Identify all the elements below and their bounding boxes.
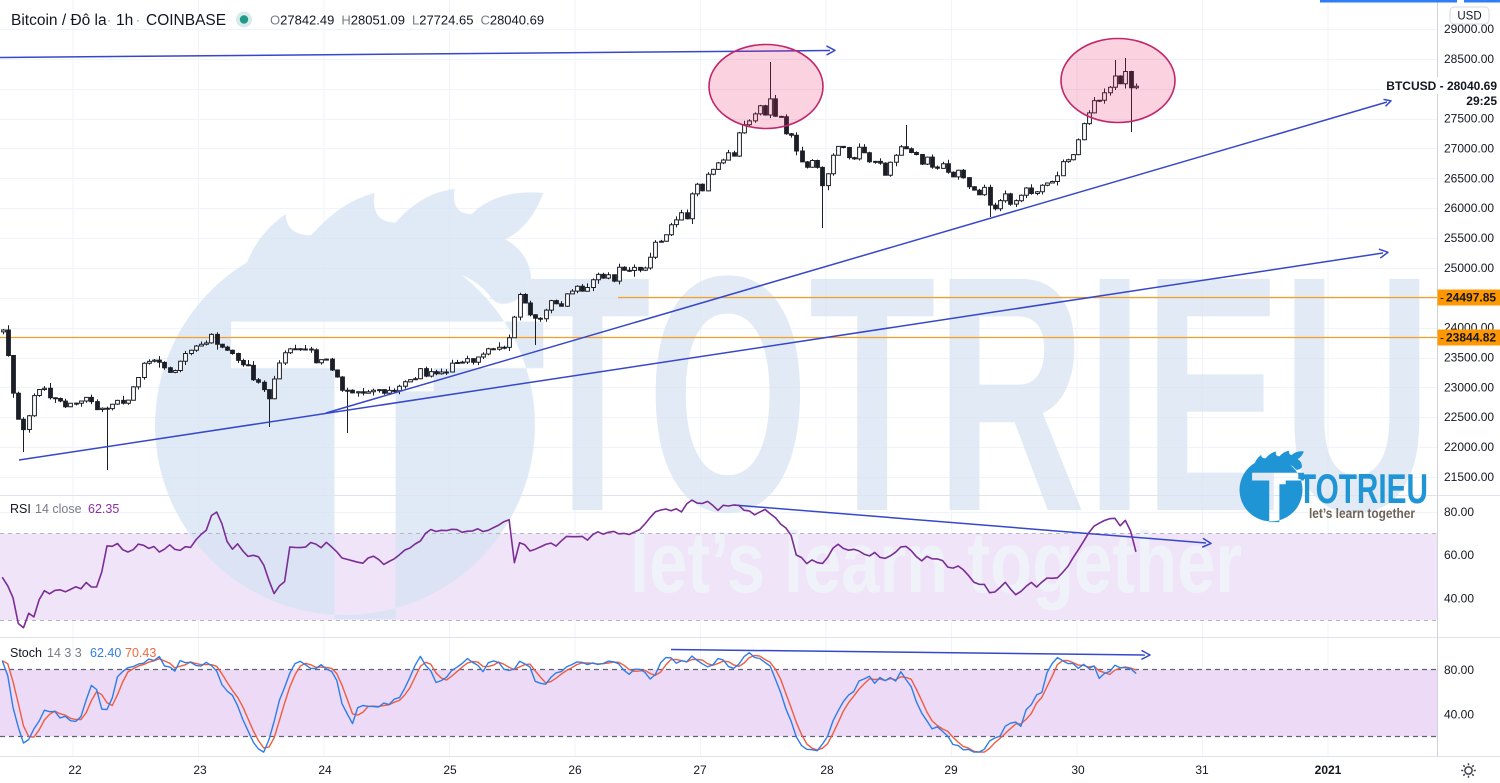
- svg-text:28: 28: [820, 763, 834, 777]
- svg-text:24497.85: 24497.85: [1446, 291, 1496, 305]
- svg-text:70.43: 70.43: [125, 646, 156, 660]
- svg-text:80.00: 80.00: [1444, 663, 1474, 677]
- svg-text:27: 27: [693, 763, 707, 777]
- svg-text:RSI: RSI: [10, 502, 31, 516]
- svg-text:27000.00: 27000.00: [1444, 142, 1494, 156]
- svg-text:22500.00: 22500.00: [1444, 410, 1494, 424]
- svg-text:26500.00: 26500.00: [1444, 171, 1494, 185]
- svg-text:40.00: 40.00: [1444, 708, 1474, 722]
- svg-text:24: 24: [318, 763, 332, 777]
- svg-text:USD: USD: [1457, 11, 1481, 23]
- svg-text:25: 25: [443, 763, 457, 777]
- svg-text:27500.00: 27500.00: [1444, 112, 1494, 126]
- svg-text:40.00: 40.00: [1444, 591, 1474, 605]
- svg-text:30: 30: [1071, 763, 1085, 777]
- svg-text:26000.00: 26000.00: [1444, 201, 1494, 215]
- svg-text:-: -: [1440, 331, 1444, 345]
- svg-text:28500.00: 28500.00: [1444, 52, 1494, 66]
- svg-text:29:25: 29:25: [1466, 94, 1497, 108]
- svg-text:let’s learn together: let’s learn together: [630, 515, 1242, 611]
- svg-text:COINBASE: COINBASE: [146, 12, 226, 29]
- svg-text:60.00: 60.00: [1444, 548, 1474, 562]
- svg-text:29: 29: [944, 763, 958, 777]
- svg-text:62.35: 62.35: [88, 502, 119, 516]
- svg-text:let’s learn together: let’s learn together: [1309, 505, 1415, 521]
- svg-text:80.00: 80.00: [1444, 505, 1474, 519]
- svg-text:Stoch: Stoch: [10, 646, 42, 660]
- svg-text:23: 23: [193, 763, 207, 777]
- svg-text:22000.00: 22000.00: [1444, 440, 1494, 454]
- svg-text:25500.00: 25500.00: [1444, 231, 1494, 245]
- svg-text:23000.00: 23000.00: [1444, 380, 1494, 394]
- svg-text:1h: 1h: [116, 12, 133, 29]
- svg-text:Bitcoin / Đô la: Bitcoin / Đô la: [11, 12, 107, 29]
- svg-text:·: ·: [107, 13, 111, 27]
- svg-text:29000.00: 29000.00: [1444, 22, 1494, 36]
- svg-text:62.40: 62.40: [90, 646, 121, 660]
- svg-text:TOTRIEU: TOTRIEU: [1298, 465, 1428, 512]
- svg-text:23500.00: 23500.00: [1444, 351, 1494, 365]
- svg-text:2021: 2021: [1315, 763, 1342, 777]
- svg-text:14 close: 14 close: [35, 502, 82, 516]
- svg-text:21500.00: 21500.00: [1444, 470, 1494, 484]
- svg-text:BTCUSD - 28040.69: BTCUSD - 28040.69: [1386, 79, 1497, 93]
- svg-text:31: 31: [1195, 763, 1209, 777]
- svg-text:22: 22: [68, 763, 82, 777]
- svg-text:14 3 3: 14 3 3: [47, 646, 82, 660]
- svg-text:·: ·: [136, 13, 140, 27]
- svg-text:23844.82: 23844.82: [1446, 331, 1496, 345]
- svg-text:-: -: [1440, 291, 1444, 305]
- svg-text:25000.00: 25000.00: [1444, 261, 1494, 275]
- svg-text:26: 26: [568, 763, 582, 777]
